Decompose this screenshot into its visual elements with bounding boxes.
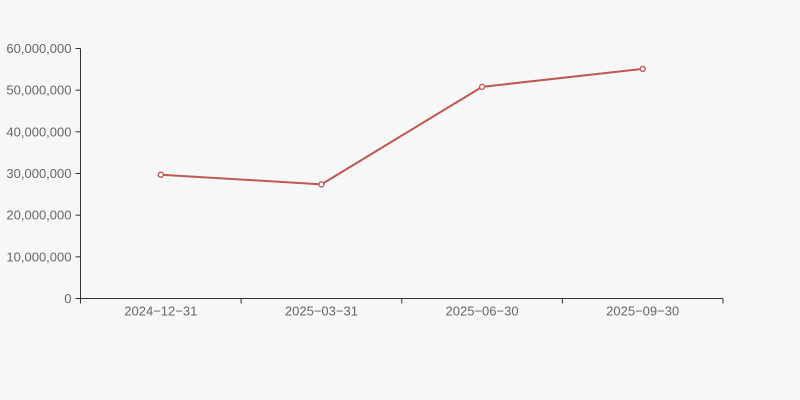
data-point-marker[interactable] <box>318 181 325 188</box>
data-point-marker[interactable] <box>478 83 486 91</box>
data-point-marker[interactable] <box>639 65 646 73</box>
x-axis-tick-label: 2025−09−30 <box>606 304 679 319</box>
x-axis-tick-label: 2025−03−31 <box>285 304 358 319</box>
y-axis-tick-label: 20,000,000 <box>6 208 71 223</box>
y-axis-tick-label: 40,000,000 <box>6 124 71 139</box>
series-line <box>159 67 644 186</box>
y-axis-tick-label: 0 <box>64 291 71 306</box>
data-point-marker[interactable] <box>157 171 165 178</box>
y-axis-tick-label: 10,000,000 <box>6 249 71 264</box>
y-axis-tick-label: 50,000,000 <box>6 83 71 98</box>
x-axis-tick-label: 2024−12−31 <box>124 304 197 319</box>
y-axis-tick-label: 30,000,000 <box>6 166 71 181</box>
x-axis-tick-label: 2025−06−30 <box>446 304 519 319</box>
y-axis-tick-label: 60,000,000 <box>6 41 71 56</box>
